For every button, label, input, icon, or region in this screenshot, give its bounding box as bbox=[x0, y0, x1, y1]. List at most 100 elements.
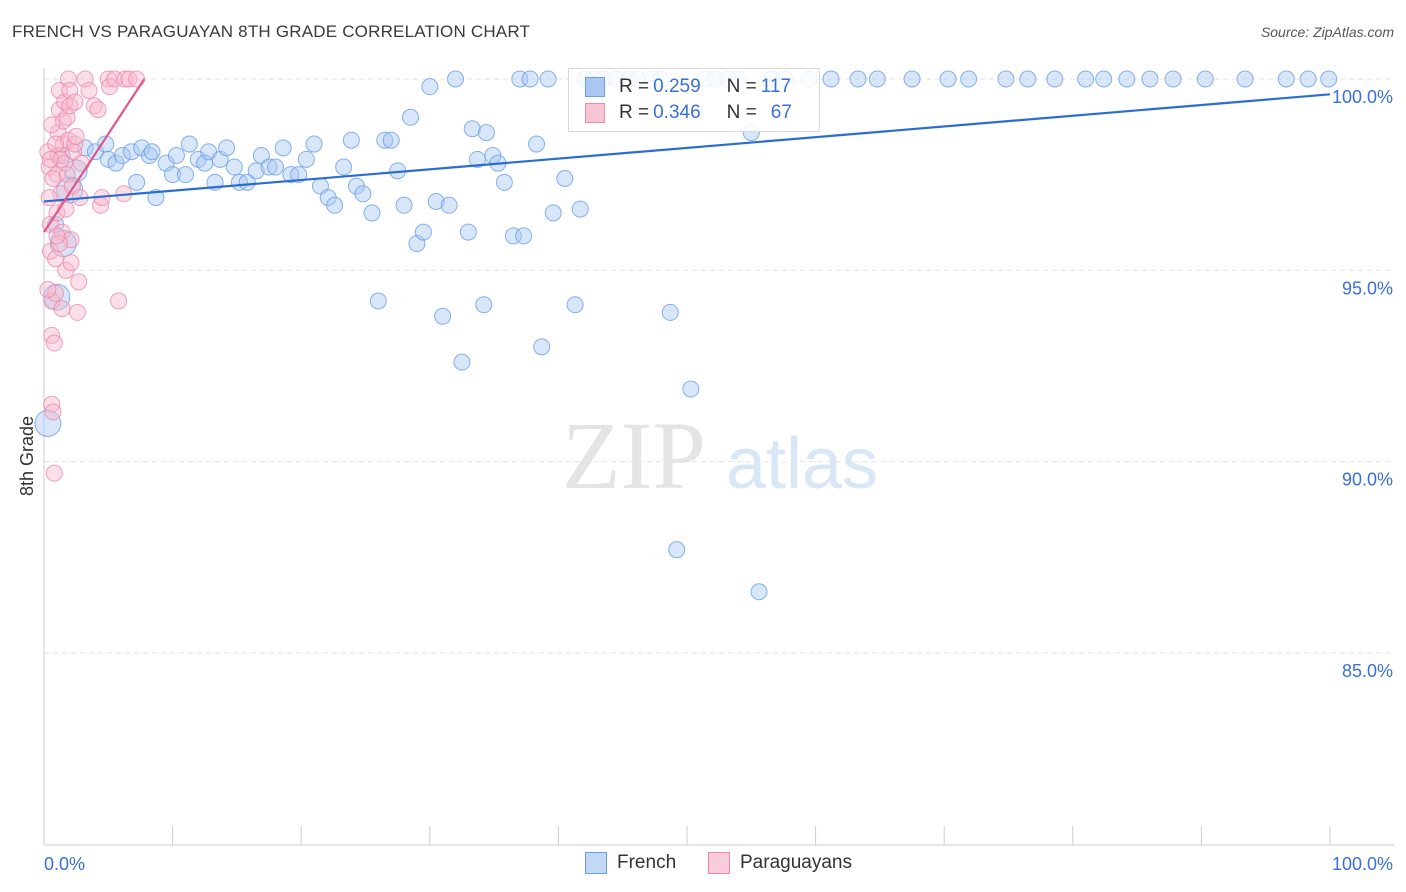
source-label: Source: ZipAtlas.com bbox=[1260, 24, 1394, 40]
french-point bbox=[326, 196, 344, 214]
paraguayan-point bbox=[76, 70, 94, 88]
axes bbox=[43, 68, 1394, 846]
french-points bbox=[34, 70, 1338, 601]
french-point bbox=[335, 158, 353, 176]
legend-item-paraguayans[interactable]: Paraguayans bbox=[708, 852, 852, 874]
paraguayan-r-value: 0.346 bbox=[653, 102, 701, 123]
paraguayan-swatch bbox=[585, 103, 605, 123]
x-tick-label-left: 0.0% bbox=[44, 854, 85, 874]
french-point bbox=[528, 135, 546, 153]
french-point bbox=[463, 120, 481, 138]
stats-row-paraguayan: R = 0.346 N = 67 bbox=[585, 101, 792, 125]
french-point bbox=[164, 166, 182, 184]
paraguayan-point bbox=[106, 70, 124, 88]
legend-paraguayan-label: Paraguayans bbox=[740, 852, 852, 873]
french-point bbox=[1077, 70, 1095, 88]
french-point bbox=[147, 189, 165, 207]
legend-paraguayan-swatch bbox=[708, 852, 730, 874]
paraguayan-point bbox=[116, 70, 134, 88]
watermark-atlas: atlas bbox=[726, 424, 878, 504]
french-point bbox=[128, 173, 146, 191]
paraguayan-point bbox=[44, 169, 62, 187]
french-point bbox=[533, 338, 551, 356]
legend-item-french[interactable]: French bbox=[585, 852, 676, 874]
french-point bbox=[342, 131, 360, 149]
paraguayan-point bbox=[62, 254, 80, 272]
french-point bbox=[475, 296, 493, 314]
paraguayan-point bbox=[72, 154, 90, 172]
french-n-value: 117 bbox=[760, 76, 792, 97]
french-point bbox=[274, 139, 292, 157]
y-axis-label: 8th Grade bbox=[17, 416, 37, 496]
y-tick-label: 90.0% bbox=[1342, 470, 1393, 490]
french-point bbox=[997, 70, 1015, 88]
paraguayan-point bbox=[48, 227, 66, 245]
french-point bbox=[1118, 70, 1136, 88]
paraguayan-point bbox=[67, 127, 85, 145]
paraguayan-point bbox=[70, 273, 88, 291]
french-point bbox=[238, 173, 256, 191]
paraguayan-point bbox=[68, 303, 86, 321]
paraguayan-point bbox=[40, 189, 58, 207]
french-point bbox=[750, 583, 768, 601]
french-point bbox=[903, 70, 921, 88]
french-point bbox=[539, 70, 557, 88]
french-point bbox=[682, 380, 700, 398]
french-point bbox=[495, 173, 513, 191]
paraguayan-point bbox=[47, 284, 65, 302]
french-point bbox=[939, 70, 957, 88]
french-point bbox=[369, 292, 387, 310]
french-point bbox=[544, 204, 562, 222]
french-point bbox=[521, 70, 539, 88]
legend-french-label: French bbox=[617, 852, 677, 873]
french-point bbox=[477, 124, 495, 142]
paraguayan-point bbox=[80, 81, 98, 99]
french-point bbox=[453, 353, 471, 371]
paraguayan-n-label: N = bbox=[726, 102, 757, 123]
french-point bbox=[247, 162, 265, 180]
paraguayan-point bbox=[43, 116, 61, 134]
french-point bbox=[1164, 70, 1182, 88]
french-point bbox=[427, 192, 445, 210]
y-tick-label: 100.0% bbox=[1332, 87, 1393, 107]
french-point bbox=[176, 166, 194, 184]
chart-title: FRENCH VS PARAGUAYAN 8TH GRADE CORRELATI… bbox=[12, 22, 531, 41]
french-point bbox=[297, 150, 315, 168]
french-point bbox=[113, 147, 131, 165]
paraguayan-point bbox=[41, 150, 59, 168]
french-point bbox=[266, 158, 284, 176]
paraguayan-point bbox=[45, 464, 63, 482]
french-point bbox=[260, 158, 278, 176]
french-point bbox=[225, 158, 243, 176]
stats-row-french: R = 0.259 N = 117 bbox=[585, 75, 791, 99]
french-point bbox=[1196, 70, 1214, 88]
french-point bbox=[290, 166, 308, 184]
french-point bbox=[34, 409, 62, 437]
legend-french-swatch bbox=[585, 852, 607, 874]
french-r-value: 0.259 bbox=[653, 76, 701, 97]
french-point bbox=[1019, 70, 1037, 88]
french-point bbox=[382, 131, 400, 149]
tick-labels: 100.0% 95.0% 90.0% 85.0% 0.0% 100.0% bbox=[44, 87, 1393, 874]
french-point bbox=[1236, 70, 1254, 88]
french-point bbox=[1299, 70, 1317, 88]
french-point bbox=[822, 70, 840, 88]
french-point bbox=[1277, 70, 1295, 88]
french-point bbox=[566, 296, 584, 314]
french-point bbox=[459, 223, 477, 241]
french-point bbox=[122, 143, 140, 161]
french-n-label: N = bbox=[726, 76, 757, 97]
french-point bbox=[143, 143, 161, 161]
paraguayan-point bbox=[66, 93, 84, 111]
french-point bbox=[99, 150, 117, 168]
french-point bbox=[395, 196, 413, 214]
french-point bbox=[511, 70, 529, 88]
french-point bbox=[402, 108, 420, 126]
paraguayan-point bbox=[110, 292, 128, 310]
x-tick-label-right: 100.0% bbox=[1332, 854, 1393, 874]
french-point bbox=[421, 78, 439, 96]
trend-lines bbox=[43, 78, 1331, 233]
watermark-zip: ZIP bbox=[562, 402, 706, 509]
french-swatch bbox=[585, 77, 605, 97]
